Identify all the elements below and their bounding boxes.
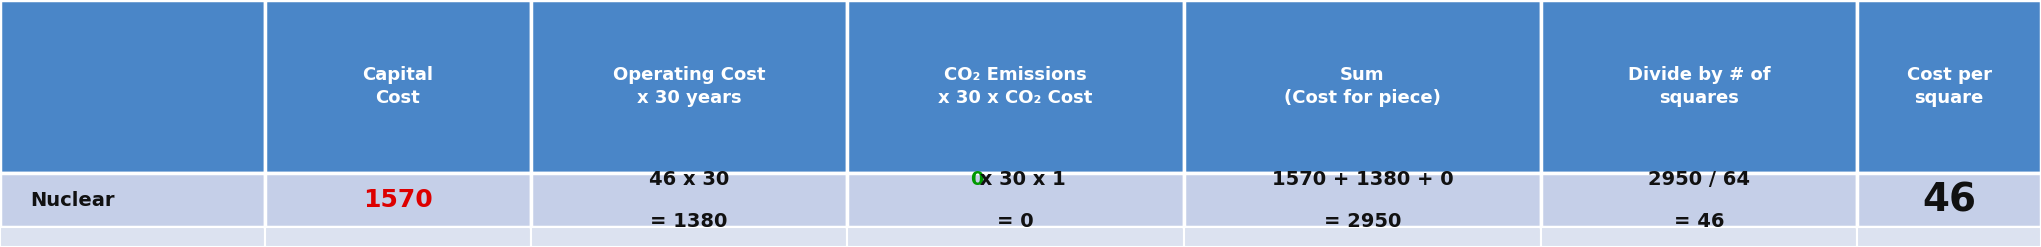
Text: = 1380: = 1380 [651, 212, 727, 230]
Bar [847, 227, 1184, 247]
Bar [531, 0, 847, 173]
Bar [1184, 0, 1541, 173]
Bar [847, 0, 1184, 173]
Text: Divide by # of
squares: Divide by # of squares [1629, 66, 1770, 107]
Text: Cost per
square: Cost per square [1906, 66, 1992, 107]
Text: x 30 x 1: x 30 x 1 [974, 170, 1065, 188]
Bar [0, 173, 265, 227]
Bar [1857, 173, 2041, 227]
Text: 2950 / 64: 2950 / 64 [1649, 170, 1749, 188]
Text: Nuclear: Nuclear [31, 191, 114, 209]
Text: CO₂ Emissions
x 30 x CO₂ Cost: CO₂ Emissions x 30 x CO₂ Cost [939, 66, 1092, 107]
Bar [1184, 173, 1541, 227]
Text: Operating Cost
x 30 years: Operating Cost x 30 years [612, 66, 765, 107]
Text: 1570 + 1380 + 0: 1570 + 1380 + 0 [1272, 170, 1453, 188]
Text: = 46: = 46 [1674, 212, 1725, 230]
Text: = 2950: = 2950 [1325, 212, 1400, 230]
Text: Sum
(Cost for piece): Sum (Cost for piece) [1284, 66, 1441, 107]
Bar [531, 173, 847, 227]
Text: 0: 0 [969, 170, 984, 188]
Text: 46 x 30: 46 x 30 [649, 170, 729, 188]
Bar [0, 227, 265, 247]
Bar [1541, 227, 1857, 247]
Bar [1184, 227, 1541, 247]
Text: Capital
Cost: Capital Cost [363, 66, 433, 107]
Bar [0, 0, 265, 173]
Bar [1857, 0, 2041, 173]
Bar [265, 173, 531, 227]
Text: 1570: 1570 [363, 188, 433, 212]
Bar [1541, 0, 1857, 173]
Text: = 0: = 0 [998, 212, 1033, 230]
Bar [265, 227, 531, 247]
Bar [847, 173, 1184, 227]
Bar [1857, 227, 2041, 247]
Bar [531, 227, 847, 247]
Bar [265, 0, 531, 173]
Text: 46: 46 [1923, 181, 1976, 219]
Bar [1541, 173, 1857, 227]
